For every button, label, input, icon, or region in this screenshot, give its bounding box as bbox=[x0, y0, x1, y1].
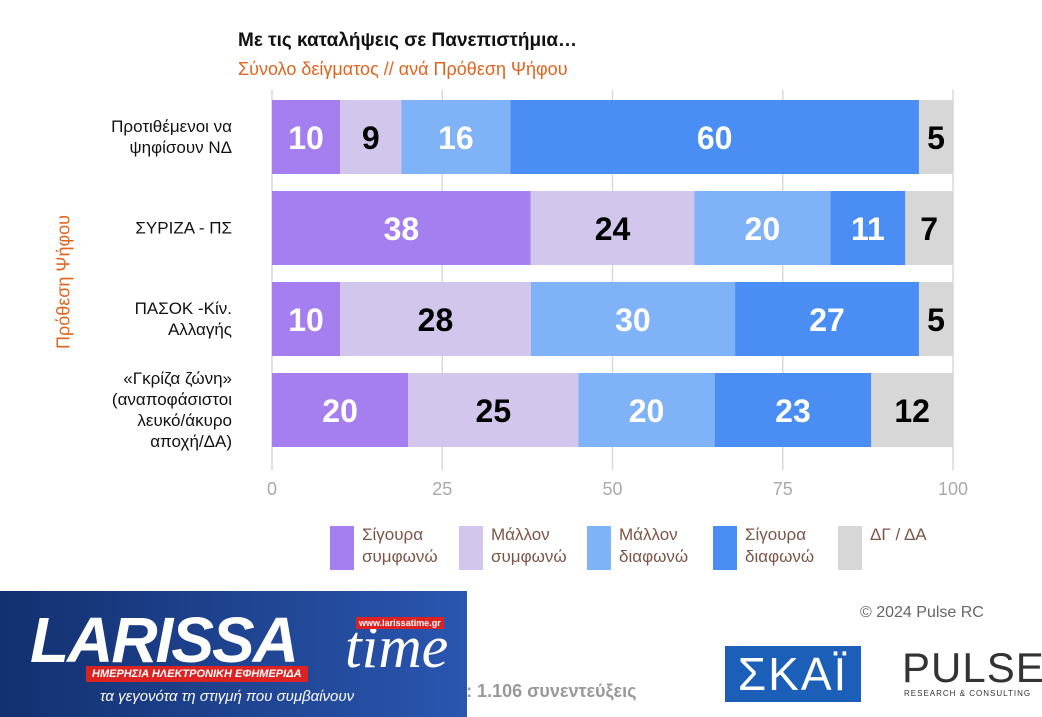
pulse-sub: RESEARCH & CONSULTING bbox=[904, 689, 1032, 698]
category-label: Προτιθέμενοι να ψηφίσουν ΝΔ bbox=[111, 117, 232, 157]
bar-segment bbox=[530, 191, 695, 265]
bar-segment bbox=[578, 373, 715, 447]
category-label: ΠΑΣΟΚ -Κίν. Αλλαγής bbox=[134, 299, 232, 339]
data-label: 20 bbox=[629, 393, 665, 429]
bar-segment bbox=[918, 282, 953, 356]
x-tick-label: 75 bbox=[773, 479, 793, 499]
data-label: 7 bbox=[920, 211, 938, 247]
bar-segment bbox=[694, 191, 831, 265]
legend-swatch bbox=[330, 526, 354, 570]
legend-label: Μάλλον διαφωνώ bbox=[619, 525, 689, 566]
bar-segment bbox=[272, 282, 341, 356]
bar-segment bbox=[871, 373, 953, 447]
bar-segment bbox=[510, 100, 919, 174]
x-tick-label: 0 bbox=[267, 479, 277, 499]
bar-segment bbox=[905, 191, 953, 265]
x-tick-label: 25 bbox=[432, 479, 452, 499]
data-label: 24 bbox=[595, 211, 631, 247]
bar-segment bbox=[340, 282, 531, 356]
legend-swatch bbox=[587, 526, 611, 570]
data-label: 20 bbox=[745, 211, 781, 247]
logo-url: www.larissatime.gr bbox=[356, 617, 444, 629]
legend-label: Μάλλον συμφωνώ bbox=[491, 525, 567, 566]
pulse-logo: PULSE bbox=[902, 644, 1042, 691]
data-label: 60 bbox=[697, 120, 733, 156]
legend-label: ΔΓ / ΔΑ bbox=[870, 525, 927, 544]
data-label: 20 bbox=[322, 393, 358, 429]
category-label: ΣΥΡΙΖΑ - ΠΣ bbox=[135, 218, 232, 238]
credit: © 2024 Pulse RC bbox=[860, 604, 984, 621]
x-tick-label: 100 bbox=[938, 479, 968, 499]
chart-subtitle: Σύνολο δείγματος // ανά Πρόθεση Ψήφου bbox=[238, 59, 568, 79]
larissa-logo: LARISSA time www.larissatime.gr ΗΜΕΡΗΣΙΑ… bbox=[0, 591, 467, 717]
data-label: 38 bbox=[384, 211, 420, 247]
bar-segment bbox=[918, 100, 953, 174]
bar-segment bbox=[735, 282, 919, 356]
legend-swatch bbox=[459, 526, 483, 570]
bar-segment bbox=[408, 373, 579, 447]
data-label: 25 bbox=[476, 393, 512, 429]
sample-note: α: 1.106 συνεντεύξεις bbox=[455, 681, 637, 701]
logo-tagline: ΗΜΕΡΗΣΙΑ ΗΛΕΚΤΡΟΝΙΚΗ ΕΦΗΜΕΡΙΔΑ bbox=[86, 666, 308, 682]
data-label: 10 bbox=[288, 302, 324, 338]
data-label: 16 bbox=[438, 120, 474, 156]
bar-segment bbox=[714, 373, 872, 447]
legend-swatch bbox=[713, 526, 737, 570]
data-label: 10 bbox=[288, 120, 324, 156]
logo-text: LARISSA bbox=[30, 604, 299, 676]
chart-title: Με τις καταλήψεις σε Πανεπιστήμια… bbox=[238, 30, 578, 51]
bar-segment bbox=[401, 100, 511, 174]
data-label: 28 bbox=[418, 302, 454, 338]
bar-segment bbox=[530, 282, 736, 356]
bar-segment bbox=[830, 191, 906, 265]
data-label: 27 bbox=[809, 302, 845, 338]
data-label: 9 bbox=[362, 120, 380, 156]
bar-segment bbox=[272, 100, 341, 174]
legend-swatch bbox=[838, 526, 862, 570]
data-label: 11 bbox=[851, 211, 885, 247]
data-label: 30 bbox=[615, 302, 651, 338]
data-label: 5 bbox=[927, 120, 945, 156]
data-label: 23 bbox=[775, 393, 811, 429]
bar-segment bbox=[272, 373, 409, 447]
category-label: «Γκρίζα ζώνη» (αναποφάσιστοι λευκό/άκυρο… bbox=[111, 369, 232, 451]
data-label: 5 bbox=[927, 302, 945, 338]
legend-label: Σίγουρα συμφωνώ bbox=[362, 525, 438, 566]
legend-label: Σίγουρα διαφωνώ bbox=[745, 525, 815, 566]
logo-slogan: τα γεγονότα τη στιγμή που συμβαίνουν bbox=[100, 688, 355, 705]
bar-segment bbox=[272, 191, 531, 265]
skai-logo: ΣΚΑΪ bbox=[725, 646, 861, 702]
x-tick-label: 50 bbox=[602, 479, 622, 499]
data-label: 12 bbox=[894, 393, 930, 429]
y-axis-label: Πρόθεση Ψήφου bbox=[53, 215, 74, 349]
bar-segment bbox=[340, 100, 402, 174]
